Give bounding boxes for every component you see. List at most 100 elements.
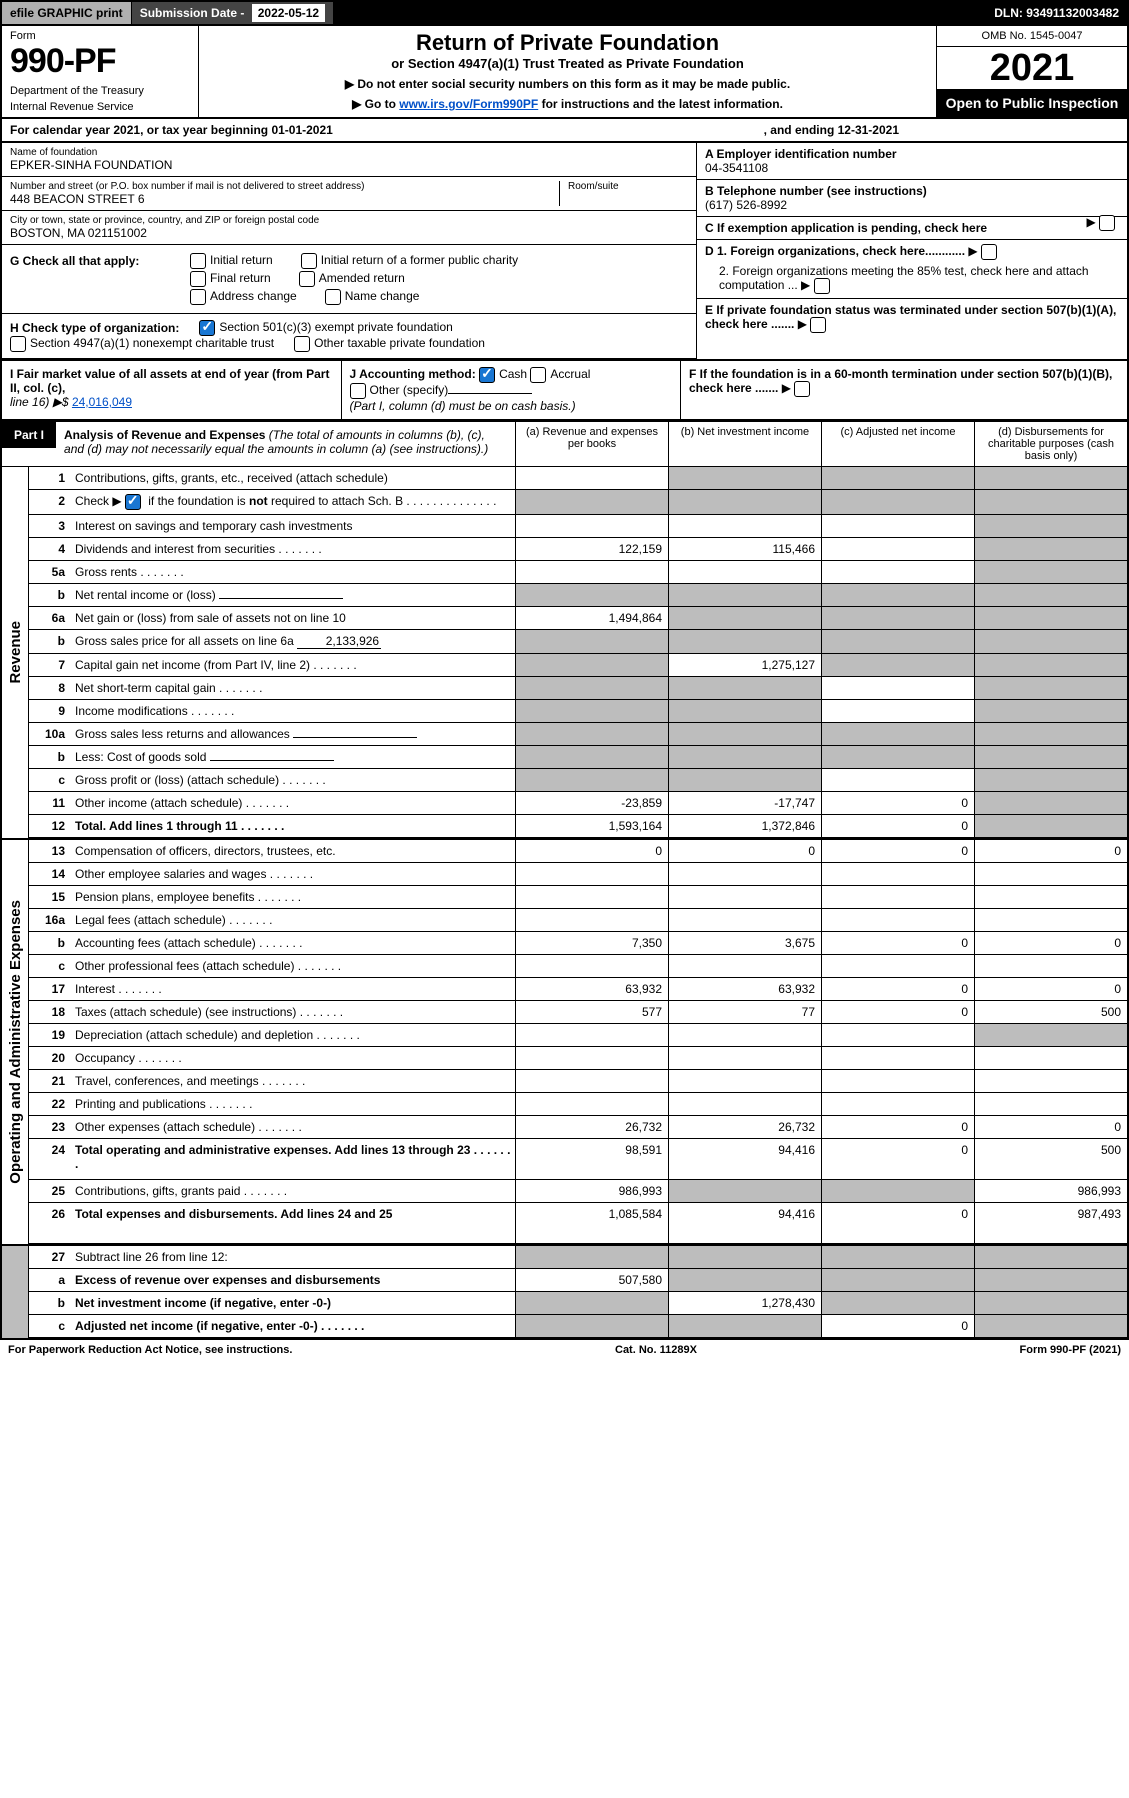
cell-a (515, 1292, 668, 1314)
table-row: 23Other expenses (attach schedule) . . .… (29, 1116, 1127, 1139)
cell-c (821, 1047, 974, 1069)
cell-a: 63,932 (515, 978, 668, 1000)
cell-c (821, 955, 974, 977)
row-text: Dividends and interest from securities .… (71, 538, 515, 560)
room-suite-label: Room/suite (568, 181, 688, 192)
cell-b: 63,932 (668, 978, 821, 1000)
section-i: I Fair market value of all assets at end… (2, 361, 342, 419)
cell-c (821, 654, 974, 676)
c-exemption-cell: C If exemption application is pending, c… (697, 217, 1127, 240)
period-begin: For calendar year 2021, or tax year begi… (10, 123, 333, 137)
efile-label[interactable]: efile GRAPHIC print (2, 2, 132, 24)
header-left: Form 990-PF Department of the Treasury I… (2, 26, 199, 117)
table-row: 2Check ▶ if the foundation is not requir… (29, 490, 1127, 515)
cell-a (515, 630, 668, 653)
cell-d (974, 561, 1127, 583)
table-row: 25Contributions, gifts, grants paid . . … (29, 1180, 1127, 1203)
cell-b (668, 1315, 821, 1337)
cash-checkbox[interactable] (479, 367, 495, 383)
footer-row: For Paperwork Reduction Act Notice, see … (0, 1340, 1129, 1360)
revenue-rows: 1Contributions, gifts, grants, etc., rec… (29, 467, 1127, 838)
form-title: Return of Private Foundation (207, 30, 928, 56)
table-row: 9Income modifications . . . . . . . (29, 700, 1127, 723)
cell-a (515, 909, 668, 931)
section-g: G Check all that apply: Initial return I… (2, 245, 696, 314)
row-text: Interest . . . . . . . (71, 978, 515, 1000)
cell-d: 987,493 (974, 1203, 1127, 1243)
initial-return-former-checkbox[interactable] (301, 253, 317, 269)
cell-d (974, 630, 1127, 653)
table-row: bGross sales price for all assets on lin… (29, 630, 1127, 654)
amended-return-checkbox[interactable] (299, 271, 315, 287)
row-text: Accounting fees (attach schedule) . . . … (71, 932, 515, 954)
dept-irs: Internal Revenue Service (10, 101, 190, 113)
row-text: Other professional fees (attach schedule… (71, 955, 515, 977)
irs-link[interactable]: www.irs.gov/Form990PF (399, 97, 538, 111)
name-change-checkbox[interactable] (325, 289, 341, 305)
address-change-checkbox[interactable] (190, 289, 206, 305)
initial-return-checkbox[interactable] (190, 253, 206, 269)
d1-checkbox[interactable] (981, 244, 997, 260)
row-text: Depreciation (attach schedule) and deple… (71, 1024, 515, 1046)
col-d-header: (d) Disbursements for charitable purpose… (974, 422, 1127, 466)
cell-c (821, 630, 974, 653)
row-number: 23 (29, 1116, 71, 1138)
cell-a: 1,494,864 (515, 607, 668, 629)
row-number: b (29, 1292, 71, 1314)
cell-b: 115,466 (668, 538, 821, 560)
c-checkbox[interactable] (1099, 215, 1115, 231)
table-row: 17Interest . . . . . . .63,93263,93200 (29, 978, 1127, 1001)
f-checkbox[interactable] (794, 381, 810, 397)
cell-d (974, 1292, 1127, 1314)
cell-b: 77 (668, 1001, 821, 1023)
street-address: 448 BEACON STREET 6 (10, 192, 559, 206)
other-method-checkbox[interactable] (350, 383, 366, 399)
sch-b-checkbox[interactable] (125, 494, 141, 510)
cell-b (668, 955, 821, 977)
row-text: Gross profit or (loss) (attach schedule)… (71, 769, 515, 791)
table-row: 27Subtract line 26 from line 12: (29, 1246, 1127, 1269)
cell-b (668, 1070, 821, 1092)
row-number: 9 (29, 700, 71, 722)
4947a1-checkbox[interactable] (10, 336, 26, 352)
cell-a: 986,993 (515, 1180, 668, 1202)
table-row: bNet rental income or (loss) (29, 584, 1127, 607)
e-checkbox[interactable] (810, 317, 826, 333)
cell-d: 500 (974, 1001, 1127, 1023)
id-right: A Employer identification number 04-3541… (696, 143, 1127, 359)
row-text: Net investment income (if negative, ente… (71, 1292, 515, 1314)
row-number: 1 (29, 467, 71, 489)
other-taxable-checkbox[interactable] (294, 336, 310, 352)
part1-header-row: Part I Analysis of Revenue and Expenses … (2, 420, 1127, 467)
cell-d (974, 467, 1127, 489)
table-row: 16aLegal fees (attach schedule) . . . . … (29, 909, 1127, 932)
cell-c (821, 746, 974, 768)
d2-checkbox[interactable] (814, 278, 830, 294)
cell-d (974, 1070, 1127, 1092)
cell-a (515, 515, 668, 537)
cell-c (821, 467, 974, 489)
phone-cell: B Telephone number (see instructions) (6… (697, 180, 1127, 217)
cell-b (668, 723, 821, 745)
cell-c: 0 (821, 1203, 974, 1243)
cell-d (974, 1024, 1127, 1046)
501c3-checkbox[interactable] (199, 320, 215, 336)
row-text: Total expenses and disbursements. Add li… (71, 1203, 515, 1243)
table-row: 11Other income (attach schedule) . . . .… (29, 792, 1127, 815)
row-number: 16a (29, 909, 71, 931)
accrual-checkbox[interactable] (530, 367, 546, 383)
row-text: Gross sales less returns and allowances (71, 723, 515, 745)
cell-a (515, 769, 668, 791)
period-end: , and ending 12-31-2021 (764, 123, 899, 137)
fmv-link[interactable]: 24,016,049 (72, 395, 132, 409)
final-return-checkbox[interactable] (190, 271, 206, 287)
row-text: Capital gain net income (from Part IV, l… (71, 654, 515, 676)
section-i-j-f: I Fair market value of all assets at end… (2, 361, 1127, 420)
cell-d (974, 607, 1127, 629)
phone-value: (617) 526-8992 (705, 198, 1119, 212)
row-text: Legal fees (attach schedule) . . . . . .… (71, 909, 515, 931)
row-text: Contributions, gifts, grants paid . . . … (71, 1180, 515, 1202)
row-text: Pension plans, employee benefits . . . .… (71, 886, 515, 908)
cell-c (821, 769, 974, 791)
address-cell: Number and street (or P.O. box number if… (2, 177, 696, 211)
